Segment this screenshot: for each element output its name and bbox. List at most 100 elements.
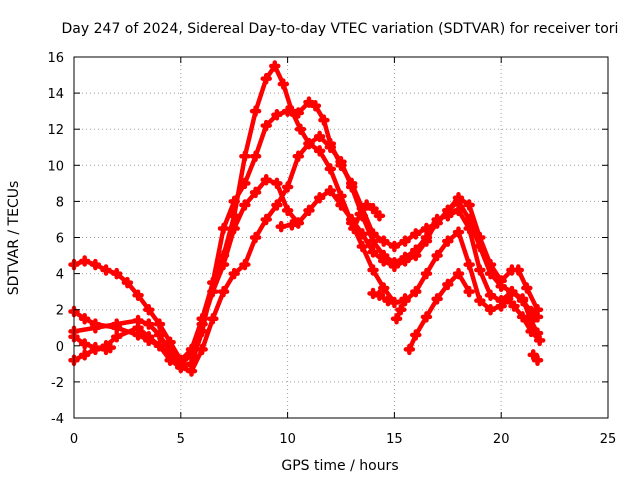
data-point — [164, 354, 176, 366]
data-point — [373, 210, 386, 222]
data-point — [249, 186, 262, 199]
data-point — [501, 293, 514, 305]
x-tick-label: 5 — [177, 432, 185, 447]
series-track-10 — [527, 349, 544, 366]
data-point — [382, 294, 394, 307]
data-point — [390, 312, 403, 325]
data-point — [294, 123, 307, 135]
data-point — [313, 192, 326, 204]
series-track-7 — [367, 287, 394, 307]
y-tick-label: 14 — [47, 87, 64, 102]
data-point — [121, 276, 134, 289]
x-axis-label: GPS time / hours — [281, 458, 398, 474]
data-point — [78, 349, 91, 361]
data-point — [367, 202, 379, 215]
data-point — [533, 334, 546, 347]
data-point — [525, 325, 537, 338]
series-track-8 — [403, 267, 475, 356]
data-point — [78, 255, 91, 267]
x-tick-label: 10 — [279, 432, 296, 447]
data-point — [303, 96, 315, 108]
data-point — [185, 349, 198, 361]
data-point — [239, 199, 251, 211]
y-tick-label: 8 — [56, 195, 64, 210]
series-track-11 — [275, 217, 305, 233]
data-point — [292, 150, 305, 163]
data-point — [442, 210, 454, 222]
y-tick-label: 10 — [47, 159, 64, 174]
data-point — [452, 226, 465, 238]
data-point — [420, 311, 433, 323]
data-point — [228, 195, 240, 208]
data-point — [388, 240, 401, 253]
x-tick-label: 25 — [600, 432, 617, 447]
data-point — [399, 235, 411, 247]
data-point — [239, 177, 251, 190]
data-point — [303, 204, 315, 217]
data-point — [281, 204, 294, 217]
data-point — [217, 258, 230, 271]
data-point — [239, 150, 251, 163]
data-point — [196, 343, 208, 356]
data-series — [68, 60, 546, 377]
data-point — [303, 137, 315, 150]
data-point — [442, 235, 454, 247]
data-point — [512, 264, 525, 276]
y-axis-label: SDTVAR / TECUs — [6, 181, 22, 296]
data-point — [207, 285, 219, 298]
data-point — [516, 311, 529, 323]
data-point — [292, 217, 305, 229]
data-point — [164, 336, 176, 348]
data-point — [531, 303, 544, 316]
data-point — [495, 300, 507, 312]
data-point — [100, 264, 112, 276]
data-point — [335, 159, 347, 172]
data-point — [484, 303, 497, 316]
x-tick-label: 0 — [70, 432, 78, 447]
data-point — [367, 228, 379, 240]
data-point — [89, 258, 102, 271]
y-tick-label: 0 — [56, 340, 64, 355]
data-point — [217, 222, 230, 235]
data-point — [531, 354, 544, 366]
data-point — [516, 293, 529, 305]
data-point — [484, 267, 497, 280]
y-tick-label: 16 — [47, 51, 64, 66]
data-point — [228, 222, 240, 235]
data-point — [281, 105, 294, 117]
data-point — [207, 312, 219, 325]
data-point — [508, 300, 520, 312]
data-point — [360, 199, 373, 211]
data-point — [495, 275, 507, 287]
data-point — [354, 208, 366, 220]
data-point — [452, 267, 465, 280]
data-point — [399, 293, 411, 305]
data-point — [403, 343, 416, 356]
data-point — [463, 199, 475, 211]
data-point — [249, 105, 262, 117]
data-point — [313, 145, 326, 157]
chart-title: Day 247 of 2024, Sidereal Day-to-day VTE… — [62, 21, 619, 37]
data-point — [153, 329, 166, 341]
data-point — [356, 228, 369, 240]
data-point — [431, 293, 443, 305]
data-point — [506, 285, 518, 298]
data-point — [324, 137, 337, 150]
data-point — [132, 289, 144, 302]
data-point — [228, 267, 240, 280]
series-track-4 — [68, 137, 546, 377]
y-tick-label: 6 — [56, 232, 64, 247]
y-tick-label: 12 — [47, 123, 64, 138]
data-point — [474, 231, 486, 244]
series-track-9 — [390, 293, 411, 325]
data-point — [110, 267, 123, 280]
data-point — [110, 322, 123, 334]
data-point — [292, 107, 305, 119]
data-point — [410, 228, 422, 240]
data-point — [377, 282, 390, 294]
data-point — [474, 264, 486, 276]
data-point — [420, 267, 433, 280]
data-point — [104, 341, 117, 354]
data-point — [373, 289, 386, 302]
y-tick-label: -2 — [51, 376, 64, 391]
